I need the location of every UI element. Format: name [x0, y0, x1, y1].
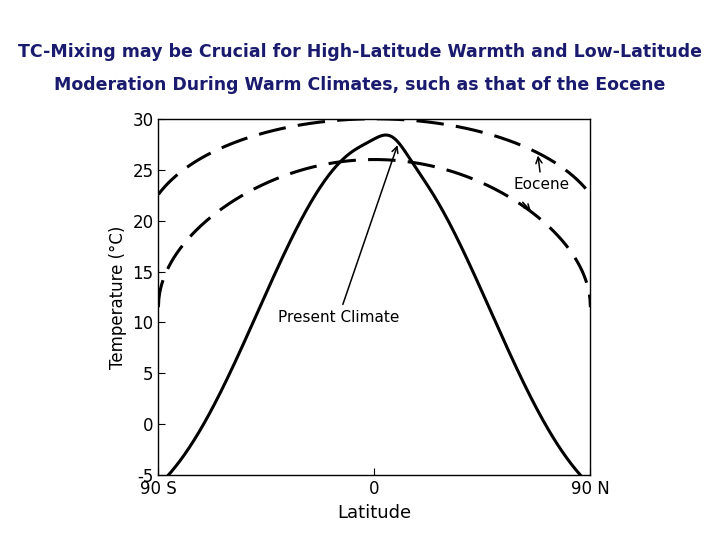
Text: Moderation During Warm Climates, such as that of the Eocene: Moderation During Warm Climates, such as…	[54, 76, 666, 93]
Text: Present Climate: Present Climate	[278, 147, 399, 325]
Text: TC-Mixing may be Crucial for High-Latitude Warmth and Low-Latitude: TC-Mixing may be Crucial for High-Latitu…	[18, 43, 702, 61]
Text: Eocene: Eocene	[513, 157, 570, 192]
Y-axis label: Temperature (°C): Temperature (°C)	[109, 225, 127, 369]
X-axis label: Latitude: Latitude	[338, 504, 411, 522]
